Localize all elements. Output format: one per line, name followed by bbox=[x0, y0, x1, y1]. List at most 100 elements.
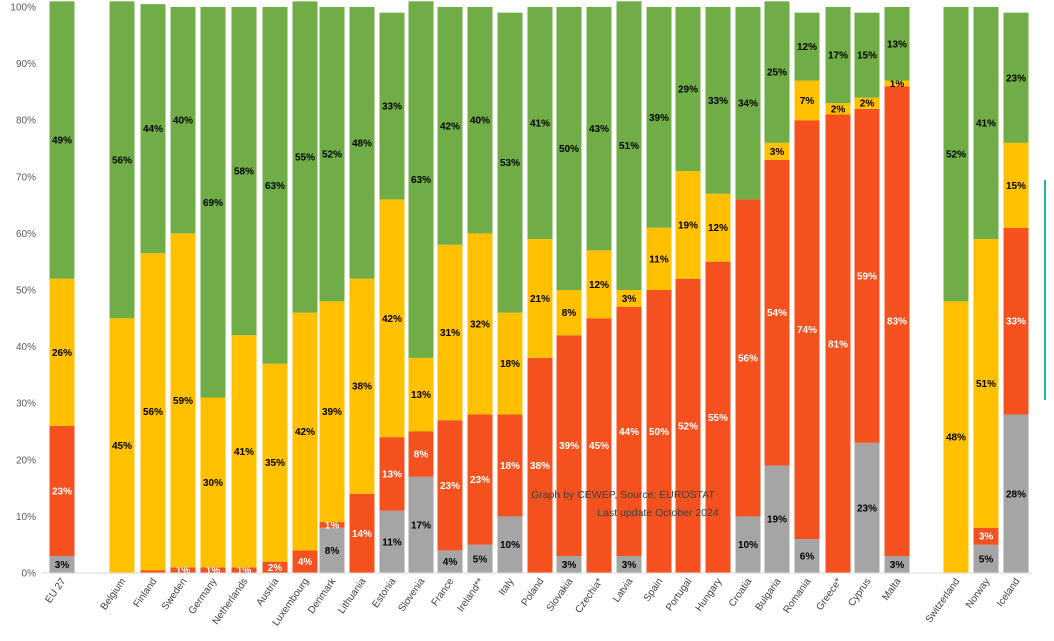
y-tick-label: 50% bbox=[16, 286, 36, 297]
data-label: 42% bbox=[440, 121, 460, 132]
data-label: 50% bbox=[559, 144, 579, 155]
bar-segment-red bbox=[497, 414, 523, 517]
category-label: EU 27 bbox=[44, 576, 69, 605]
bar-segment-grey bbox=[49, 556, 75, 573]
bar-segment-grey bbox=[764, 465, 790, 573]
category-labels: EU 27 Belgium Finland SwedenGermanyNetherla… bbox=[44, 576, 1023, 629]
bar-segment-grey bbox=[735, 516, 761, 573]
category-label: Austria bbox=[255, 576, 282, 608]
data-label: 18% bbox=[500, 461, 520, 472]
data-label: 11% bbox=[649, 254, 669, 265]
bar-segment-green bbox=[943, 7, 969, 302]
data-label: 15% bbox=[857, 51, 877, 62]
bar-segment-red bbox=[794, 120, 820, 540]
bar-segment-yellow bbox=[854, 97, 880, 109]
bar-segment-grey bbox=[408, 476, 434, 573]
data-label: 7% bbox=[800, 96, 815, 107]
data-label: 44% bbox=[143, 124, 163, 135]
data-label: 8% bbox=[325, 546, 340, 557]
data-label: 49% bbox=[52, 136, 72, 147]
category-label: Iceland bbox=[995, 576, 1023, 609]
bar-segment-grey bbox=[319, 527, 345, 573]
bar-segment-yellow bbox=[973, 239, 999, 528]
data-label: 32% bbox=[470, 319, 490, 330]
bar-segment-grey bbox=[1003, 414, 1029, 573]
bar-segment-yellow bbox=[497, 312, 523, 415]
data-label: 1% bbox=[206, 566, 221, 577]
bar-segment-green bbox=[497, 12, 523, 313]
data-label: 26% bbox=[52, 348, 72, 359]
bars: 3% 23% 26% 49% 45% 56% 56% 44% 1% 59% 40% 1% 30% 69% 1… bbox=[49, 1, 1029, 577]
data-label: 8% bbox=[414, 450, 429, 461]
bar-segment-yellow bbox=[646, 227, 672, 290]
bar-segment-grey bbox=[616, 556, 642, 573]
bar-segment-grey bbox=[437, 550, 463, 573]
data-label: 63% bbox=[411, 175, 431, 186]
y-tick-label: 90% bbox=[16, 59, 36, 70]
data-label: 4% bbox=[443, 557, 458, 568]
category-label: Belgium bbox=[99, 576, 129, 612]
bar-segment-red bbox=[140, 570, 166, 573]
data-label: 74% bbox=[797, 325, 817, 336]
update-annotation: Last update October 2024 bbox=[597, 507, 719, 519]
data-label: 59% bbox=[173, 396, 193, 407]
bar-segment-green bbox=[735, 7, 761, 200]
bar-segment-red bbox=[646, 290, 672, 573]
data-label: 33% bbox=[1006, 317, 1026, 328]
data-label: 12% bbox=[797, 42, 817, 53]
bar-segment-yellow bbox=[349, 278, 375, 494]
data-label: 59% bbox=[857, 271, 877, 282]
bar-segment-green bbox=[705, 7, 731, 194]
data-label: 51% bbox=[976, 379, 996, 390]
data-label: 55% bbox=[295, 152, 315, 163]
bar-segment-green bbox=[764, 1, 790, 143]
data-label: 41% bbox=[234, 447, 254, 458]
bar-segment-green bbox=[973, 7, 999, 240]
data-label: 19% bbox=[678, 220, 698, 231]
bar-segment-green bbox=[231, 7, 257, 336]
bar-segment-green bbox=[109, 1, 135, 319]
y-tick-label: 20% bbox=[16, 455, 36, 466]
bar-segment-red bbox=[556, 335, 582, 557]
bar-segment-grey bbox=[884, 556, 910, 573]
data-label: 69% bbox=[203, 198, 223, 209]
bar-segment-green bbox=[262, 7, 288, 364]
data-label: 23% bbox=[440, 481, 460, 492]
data-label: 48% bbox=[946, 433, 966, 444]
bar-segment-yellow bbox=[586, 250, 612, 319]
bar-segment-red bbox=[616, 306, 642, 557]
data-label: 55% bbox=[708, 413, 728, 424]
bar-segment-red bbox=[170, 567, 196, 573]
bar-segment-red bbox=[527, 357, 553, 573]
bar-segment-green bbox=[794, 12, 820, 81]
data-label: 2% bbox=[860, 99, 875, 110]
data-label: 3% bbox=[622, 294, 637, 305]
bar-segment-green bbox=[854, 12, 880, 98]
bar-segment-green bbox=[467, 7, 493, 234]
y-tick-label: 30% bbox=[16, 399, 36, 410]
y-axis: 0% 10% 20% 30% 40% 50% 60% 70% 80% 90% 100% bbox=[10, 3, 36, 580]
data-label: 12% bbox=[589, 280, 609, 291]
bar-segment-grey bbox=[973, 544, 999, 573]
category-label: Germany bbox=[187, 576, 220, 616]
category-label: Italy bbox=[497, 576, 517, 597]
data-label: 52% bbox=[322, 150, 342, 161]
bar-segment-yellow bbox=[231, 335, 257, 568]
data-label: 1% bbox=[325, 520, 340, 531]
bar-segment-red bbox=[49, 425, 75, 557]
data-label: 3% bbox=[55, 560, 70, 571]
bar-segment-red bbox=[1003, 227, 1029, 415]
data-label: 12% bbox=[708, 223, 728, 234]
data-label: 17% bbox=[828, 51, 848, 62]
category-label: Slovakia bbox=[545, 576, 576, 614]
bar-segment-red bbox=[764, 159, 790, 466]
data-label: 25% bbox=[767, 68, 787, 79]
data-label: 2% bbox=[268, 563, 283, 574]
data-label: 33% bbox=[708, 96, 728, 107]
bar-segment-green bbox=[616, 1, 642, 291]
bar-segment-green bbox=[527, 7, 553, 240]
data-label: 41% bbox=[530, 119, 550, 130]
bar-segment-red bbox=[437, 420, 463, 551]
data-label: 51% bbox=[619, 141, 639, 152]
category-label: Lithuania bbox=[336, 576, 369, 616]
